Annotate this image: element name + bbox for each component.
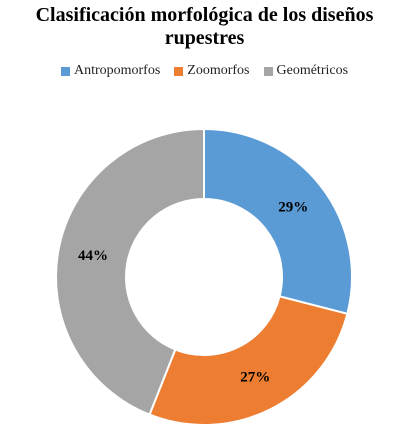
legend-label-zoomorfos: Zoomorfos (187, 63, 250, 78)
chart-legend: Antropomorfos Zoomorfos Geométricos (0, 63, 409, 79)
legend-item-antropomorfos: Antropomorfos (60, 63, 161, 79)
data-label-geometricos: 44% (78, 248, 108, 264)
legend-item-geometricos: Geométricos (263, 63, 349, 79)
chart-title: Clasificación morfológica de los diseños… (35, 4, 374, 49)
legend-swatch-zoomorfos (174, 66, 184, 76)
legend-label-antropomorfos: Antropomorfos (73, 63, 161, 78)
donut-slice-antropomorfos (203, 127, 353, 316)
legend-item-zoomorfos: Zoomorfos (174, 63, 250, 79)
data-label-zoomorfos: 27% (240, 370, 270, 386)
legend-label-geometricos: Geométricos (276, 63, 349, 78)
data-label-antropomorfos: 29% (278, 200, 308, 216)
legend-swatch-geometricos (263, 66, 273, 76)
legend-swatch-antropomorfos (60, 66, 70, 76)
donut-slice-geometricos (55, 127, 205, 416)
donut-slice-zoomorfos (148, 295, 349, 426)
